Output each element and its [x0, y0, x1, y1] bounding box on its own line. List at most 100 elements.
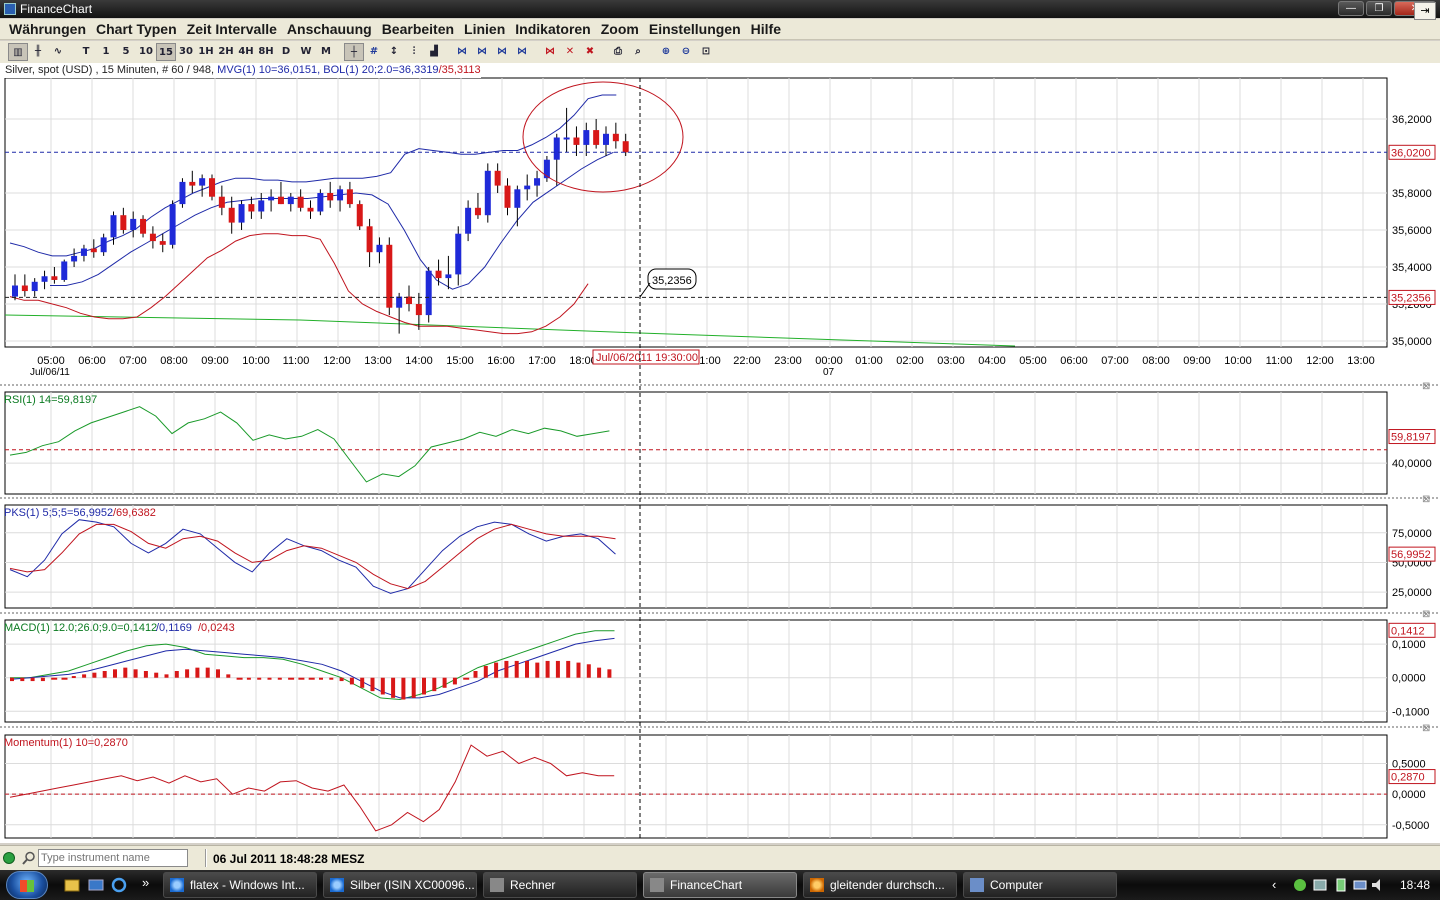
show-desktop-icon[interactable] — [88, 877, 104, 893]
candle-body[interactable] — [346, 189, 353, 205]
candle-body[interactable] — [415, 304, 422, 316]
candle-body[interactable] — [406, 296, 412, 304]
zoom-reset-icon[interactable]: ⊡ — [701, 46, 711, 57]
minimize-button[interactable]: — — [1338, 1, 1364, 16]
folder-icon[interactable] — [64, 877, 80, 893]
channel-icon[interactable]: ⋈ — [477, 46, 487, 57]
delete-line-icon[interactable]: ⋈ — [545, 46, 555, 57]
fibonacci-icon[interactable]: ⋈ — [497, 46, 507, 57]
candle-body[interactable] — [386, 244, 393, 308]
delete-all-icon[interactable]: ✖ — [585, 46, 595, 57]
candle-body[interactable] — [189, 181, 196, 186]
candle-body[interactable] — [130, 218, 137, 230]
taskbar-item-financechart[interactable]: FinanceChart — [643, 872, 797, 898]
menu-chart-typen[interactable]: Chart Typen — [96, 21, 177, 37]
histogram-icon[interactable]: ▟ — [430, 46, 438, 57]
network-icon[interactable] — [1352, 877, 1368, 893]
candle-body[interactable] — [218, 196, 225, 208]
candle-body[interactable] — [524, 185, 531, 190]
chart-workspace[interactable]: 36,2000 35,8000 35,6000 35,4000 35,2000 35,00… — [0, 63, 1440, 843]
menu-einstellungen[interactable]: Einstellungen — [648, 21, 741, 37]
chart-canvas[interactable]: 36,200035,800035,600035,400035,200035,00… — [0, 63, 1440, 843]
candle-body[interactable] — [31, 281, 38, 292]
annotation-ellipse[interactable] — [522, 81, 684, 193]
quicklaunch-more-button[interactable]: » — [142, 875, 150, 890]
menu-zeit-intervalle[interactable]: Zeit Intervalle — [186, 21, 277, 37]
interval-1h-icon[interactable]: 1H — [198, 46, 214, 57]
candle-body[interactable] — [90, 248, 97, 253]
volume-icon[interactable] — [1370, 877, 1386, 893]
candle-body[interactable] — [61, 261, 68, 280]
candle-body[interactable] — [445, 274, 452, 279]
maximize-button[interactable]: ❐ — [1366, 1, 1392, 16]
candle-body[interactable] — [366, 226, 373, 253]
candle-body[interactable] — [159, 241, 166, 245]
candle-body[interactable] — [71, 255, 78, 262]
parallel-line-icon[interactable]: ⋈ — [517, 46, 527, 57]
candle-body[interactable] — [100, 237, 107, 253]
candle-body[interactable] — [563, 137, 570, 140]
candle-body[interactable] — [149, 233, 156, 242]
candle-body[interactable] — [120, 215, 127, 230]
interval-week-icon[interactable]: W — [300, 46, 312, 57]
panel-splitter[interactable]: ⊠ — [0, 494, 1440, 505]
candle-body[interactable] — [199, 178, 206, 186]
trendline-icon[interactable]: ⋈ — [457, 46, 467, 57]
volume-icon[interactable]: ⫶ — [412, 46, 416, 57]
zoom-out-icon[interactable]: ⊖ — [681, 46, 691, 57]
menu-anschauung[interactable]: Anschauung — [286, 21, 372, 37]
menu-linien[interactable]: Linien — [464, 21, 506, 37]
candle-body[interactable] — [603, 133, 609, 145]
tray-expand-button[interactable]: ‹ — [1272, 877, 1277, 892]
candle-body[interactable] — [573, 137, 580, 145]
candle-body[interactable] — [297, 196, 304, 208]
candle-body[interactable] — [474, 207, 481, 216]
battery-icon[interactable] — [1334, 877, 1350, 893]
candle-body[interactable] — [287, 196, 294, 205]
candle-body[interactable] — [277, 196, 284, 205]
candle-body[interactable] — [80, 248, 87, 256]
momentum-panel[interactable]: 0,5000 0,0000 -0,5000 0,2870 — [4, 734, 1436, 839]
candle-body[interactable] — [327, 193, 334, 201]
candle-body[interactable] — [209, 178, 215, 197]
interval-30-icon[interactable]: 30 — [179, 46, 193, 57]
candle-body[interactable] — [534, 178, 541, 186]
ie-icon[interactable] — [111, 877, 127, 893]
tray-app-icon[interactable] — [1312, 877, 1328, 893]
panel-splitter[interactable]: ⊠ — [0, 381, 1440, 392]
candle-body[interactable] — [514, 189, 521, 208]
candle-body[interactable] — [583, 130, 590, 145]
interval-8h-icon[interactable]: 8H — [258, 46, 274, 57]
interval-day-icon[interactable]: D — [281, 46, 291, 57]
taskbar-item-firefox[interactable]: gleitender durchsch... — [803, 872, 957, 898]
candle-body[interactable] — [140, 218, 147, 234]
delete-icon[interactable]: ✕ — [565, 46, 575, 57]
instrument-search-input[interactable] — [38, 849, 188, 867]
candle-body[interactable] — [435, 270, 442, 279]
bar-chart-icon[interactable]: ╫ — [34, 46, 42, 57]
menu-bearbeiten[interactable]: Bearbeiten — [381, 21, 455, 37]
interval-4h-icon[interactable]: 4H — [238, 46, 254, 57]
print-preview-icon[interactable]: ⌕ — [635, 46, 641, 57]
grid-icon[interactable]: # — [369, 46, 379, 57]
interval-1-icon[interactable]: 1 — [102, 46, 110, 57]
candle-body[interactable] — [179, 181, 186, 205]
candle-body[interactable] — [396, 296, 403, 308]
start-button[interactable] — [6, 871, 48, 899]
price-chart-panel[interactable]: 36,200035,800035,600035,400035,200035,00… — [4, 77, 1436, 348]
crosshair-icon[interactable]: ┼ — [344, 43, 364, 61]
candle-body[interactable] — [337, 189, 344, 201]
zoom-in-icon[interactable]: ⊕ — [661, 46, 671, 57]
rsi-panel[interactable]: 40,0000 59,8197 — [4, 391, 1436, 495]
print-icon[interactable]: ⎙ — [614, 46, 622, 57]
candle-body[interactable] — [455, 233, 462, 275]
interval-month-icon[interactable]: M — [321, 46, 331, 57]
panel-splitter[interactable]: ⊠ — [0, 723, 1440, 734]
panel-toggle-button[interactable]: ⇥ — [1414, 2, 1436, 20]
tray-status-icon[interactable] — [1292, 877, 1308, 893]
tick-interval-icon[interactable]: T — [82, 46, 90, 57]
candle-body[interactable] — [494, 170, 501, 186]
taskbar-item-ie[interactable]: flatex - Windows Int... — [163, 872, 317, 898]
candle-body[interactable] — [317, 193, 324, 212]
